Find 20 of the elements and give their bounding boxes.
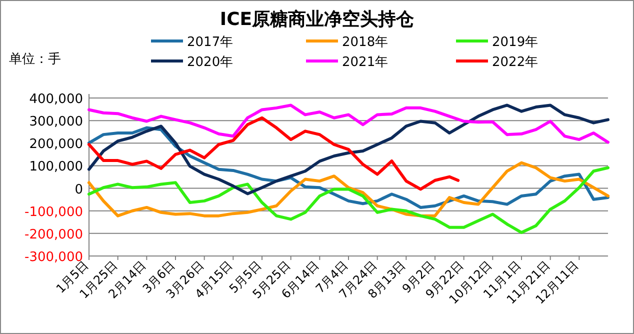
legend-label: 2022年 — [492, 55, 538, 70]
legend-label: 2017年 — [187, 35, 234, 50]
legend-label: 2018年 — [342, 35, 388, 50]
y-tick-label: 100,000 — [29, 160, 83, 175]
line-series — [88, 104, 610, 144]
y-tick-label: -100,000 — [24, 204, 83, 220]
legend-label: 2021年 — [342, 55, 388, 70]
y-tick-label: 300,000 — [29, 114, 83, 130]
legend-label: 2019年 — [492, 35, 538, 50]
line-series — [88, 161, 610, 218]
chart-title: ICE原糖商业净空头持仓 — [220, 9, 416, 30]
legend-label: 2020年 — [187, 55, 234, 70]
y-tick-label: 400,000 — [29, 92, 83, 107]
y-tick-label: -200,000 — [24, 227, 83, 242]
y-tick-label: 200,000 — [29, 137, 83, 152]
line-series — [88, 116, 460, 191]
line-series — [88, 104, 610, 196]
y-tick-label: 0 — [74, 182, 83, 198]
y-axis-title: 单位：手 — [9, 52, 61, 67]
line-series — [88, 166, 610, 234]
